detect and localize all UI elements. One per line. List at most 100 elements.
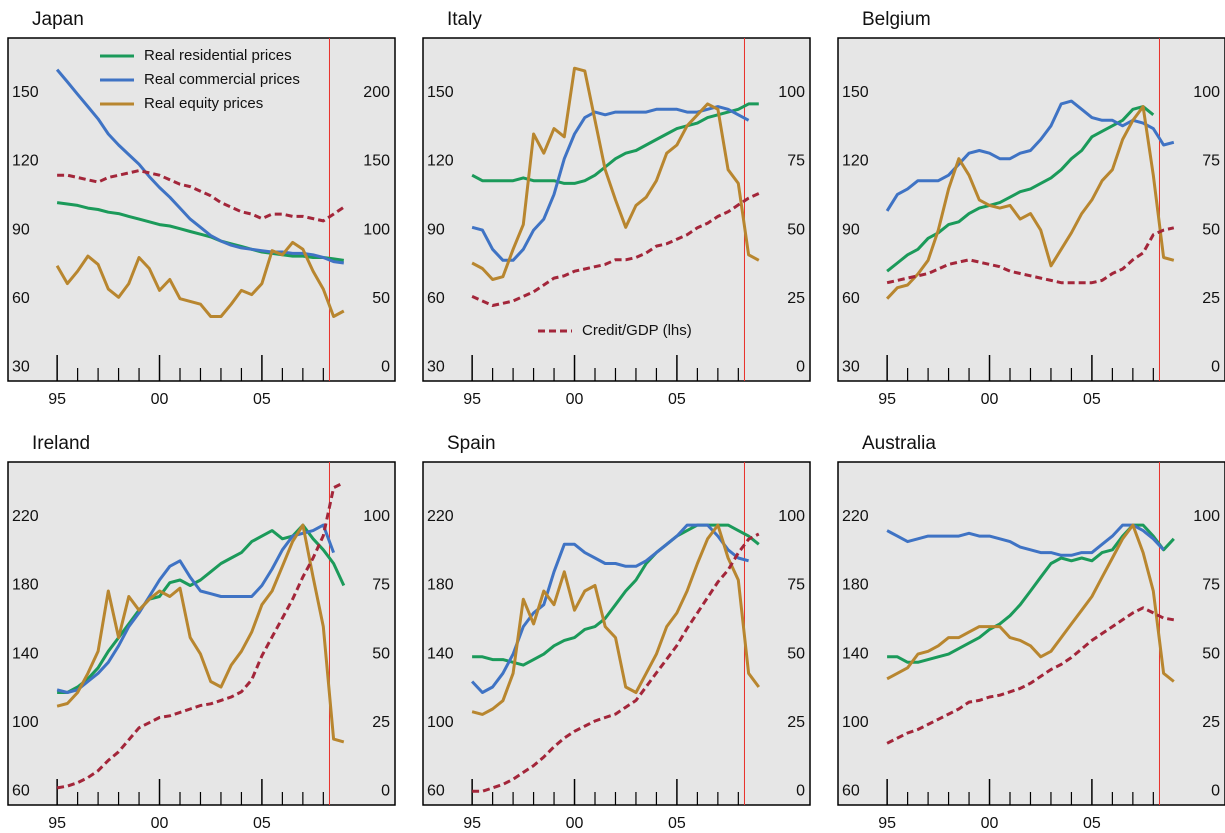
y2-tick-label: 75 <box>372 577 390 594</box>
series-line <box>886 226 1175 285</box>
series-line <box>471 102 759 185</box>
y2-tick-label: 75 <box>787 153 805 170</box>
series-line <box>55 68 345 265</box>
y2-tick-label: 75 <box>1202 577 1220 594</box>
y-tick-label: 60 <box>12 782 30 799</box>
y2-tick-label: 50 <box>372 645 390 662</box>
y2-tick-label: 100 <box>778 508 805 525</box>
y-tick-label: 150 <box>12 84 39 101</box>
y2-tick-label: 50 <box>787 221 805 238</box>
legend-label: Credit/GDP (lhs) <box>582 322 692 339</box>
y2-tick-label: 0 <box>1211 358 1220 375</box>
y2-tick-label: 0 <box>1211 782 1220 799</box>
series-line <box>472 532 760 793</box>
series-line <box>885 99 1175 212</box>
y-tick-label: 90 <box>842 221 860 238</box>
series-line <box>57 523 346 694</box>
series-line <box>56 523 345 744</box>
series-line <box>56 481 345 790</box>
x-tick-label: 95 <box>48 815 66 832</box>
y-tick-label: 100 <box>427 714 454 731</box>
x-tick-label: 00 <box>981 391 999 408</box>
y-tick-label: 140 <box>842 645 869 662</box>
series-line <box>886 105 1175 300</box>
y-tick-label: 140 <box>12 645 39 662</box>
y2-tick-label: 50 <box>1202 645 1220 662</box>
y2-tick-label: 100 <box>778 84 805 101</box>
y-tick-label: 30 <box>427 358 445 375</box>
y-tick-label: 150 <box>427 84 454 101</box>
panel-title: Ireland <box>32 433 90 454</box>
plot-area <box>7 461 396 806</box>
plot-area <box>837 37 1225 382</box>
series-line <box>471 192 760 307</box>
panel-title: Australia <box>862 433 936 454</box>
x-tick-label: 00 <box>566 815 584 832</box>
y-tick-label: 220 <box>427 508 454 525</box>
y-tick-label: 100 <box>842 714 869 731</box>
series-line <box>472 523 760 667</box>
x-tick-label: 05 <box>668 815 686 832</box>
series-line <box>886 523 1165 557</box>
y2-tick-label: 100 <box>1193 508 1220 525</box>
y-tick-label: 180 <box>427 577 454 594</box>
y2-tick-label: 25 <box>787 714 805 731</box>
y2-tick-label: 100 <box>1193 84 1220 101</box>
y-tick-label: 220 <box>842 508 869 525</box>
y-tick-label: 60 <box>842 782 860 799</box>
series-line <box>886 523 1175 683</box>
y2-tick-label: 200 <box>363 84 390 101</box>
x-tick-label: 95 <box>878 815 896 832</box>
x-tick-label: 95 <box>463 815 481 832</box>
series-line <box>56 201 345 262</box>
y-tick-label: 180 <box>12 577 39 594</box>
panel-title: Spain <box>447 433 496 454</box>
y-tick-label: 60 <box>427 782 445 799</box>
y-tick-label: 90 <box>427 221 445 238</box>
x-tick-label: 00 <box>981 815 999 832</box>
y2-tick-label: 25 <box>1202 290 1220 307</box>
series-line <box>56 523 336 694</box>
plot-area <box>422 461 811 806</box>
legend-label: Real commercial prices <box>144 71 300 88</box>
panel-title: Italy <box>447 9 482 30</box>
y-tick-label: 30 <box>12 358 30 375</box>
y-tick-label: 120 <box>842 153 869 170</box>
y-tick-label: 220 <box>12 508 39 525</box>
x-tick-label: 05 <box>668 391 686 408</box>
series-line <box>55 240 345 318</box>
legend-label: Real residential prices <box>144 47 292 64</box>
y2-tick-label: 75 <box>1202 153 1220 170</box>
x-tick-label: 00 <box>151 815 169 832</box>
y2-tick-label: 50 <box>1202 221 1220 238</box>
x-tick-label: 05 <box>253 815 271 832</box>
series-line <box>57 169 345 223</box>
y2-tick-label: 150 <box>363 153 390 170</box>
y-tick-label: 140 <box>427 645 454 662</box>
y-tick-label: 30 <box>842 358 860 375</box>
x-tick-label: 05 <box>1083 391 1101 408</box>
y-tick-label: 180 <box>842 577 869 594</box>
y2-tick-label: 25 <box>787 290 805 307</box>
y2-tick-label: 100 <box>363 221 390 238</box>
x-tick-label: 00 <box>151 391 169 408</box>
y2-tick-label: 25 <box>1202 714 1220 731</box>
y2-tick-label: 0 <box>381 782 390 799</box>
series-line <box>886 606 1175 745</box>
y-tick-label: 90 <box>12 221 30 238</box>
x-tick-label: 95 <box>463 391 481 408</box>
y2-tick-label: 50 <box>372 290 390 307</box>
y2-tick-label: 25 <box>372 714 390 731</box>
x-tick-label: 05 <box>253 391 271 408</box>
x-tick-label: 95 <box>878 391 896 408</box>
series-line <box>471 523 761 716</box>
y-tick-label: 60 <box>12 290 30 307</box>
y-tick-label: 60 <box>427 290 445 307</box>
x-tick-label: 00 <box>566 391 584 408</box>
legend-label: Real equity prices <box>144 95 263 112</box>
y2-tick-label: 0 <box>796 782 805 799</box>
plot-area <box>837 461 1225 806</box>
y2-tick-label: 0 <box>796 358 805 375</box>
y-tick-label: 60 <box>842 290 860 307</box>
